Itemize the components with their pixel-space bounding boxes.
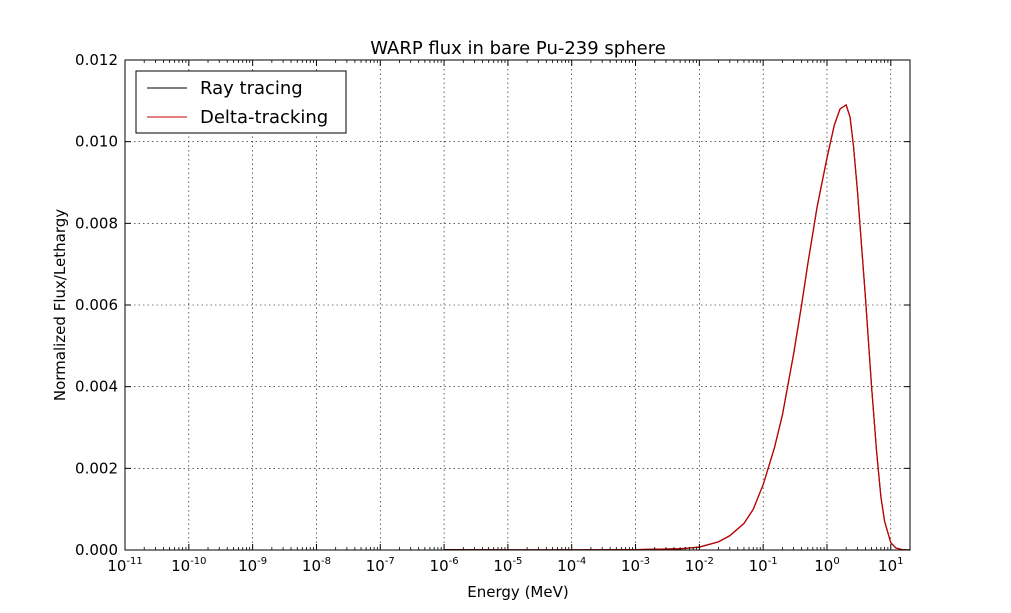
x-tick-label: 10-8 [302, 556, 331, 575]
x-tick-label: 10-11 [107, 556, 142, 575]
legend: Ray tracing Delta-tracking [135, 70, 347, 134]
legend-label-delta-tracking: Delta-tracking [200, 107, 328, 128]
x-tick-label: 10-3 [621, 556, 650, 575]
legend-label-ray-tracing: Ray tracing [200, 78, 303, 99]
x-tick-label: 10-7 [366, 556, 395, 575]
series-line-delta-tracking [444, 103, 911, 551]
x-tick-label: 10-4 [557, 556, 586, 575]
x-tick-label: 100 [814, 556, 839, 575]
x-tick-label: 10-6 [430, 556, 459, 575]
legend-box [135, 70, 347, 134]
y-tick-label: 0.008 [75, 214, 118, 232]
x-tick-label: 10-9 [238, 556, 267, 575]
series-layer [444, 103, 911, 551]
x-tick-label: 101 [878, 556, 903, 575]
y-tick-label: 0.004 [75, 378, 118, 396]
x-tick-label: 10-5 [493, 556, 522, 575]
chart-title: WARP flux in bare Pu-239 sphere [370, 38, 666, 59]
x-tick-label: 10-10 [171, 556, 206, 575]
y-tick-label: 0.000 [75, 541, 118, 559]
axis-ticks: 10-11 10-10 10-9 10-8 10-7 10-6 10-5 10-4 10-3 10… [75, 51, 911, 575]
x-tick-label: 10-2 [685, 556, 714, 575]
y-tick-label: 0.012 [75, 51, 118, 69]
y-tick-label: 0.002 [75, 459, 118, 477]
y-tick-label: 0.006 [75, 296, 118, 314]
y-axis-title: Normalized Flux/Lethargy [51, 209, 69, 401]
x-axis-title: Energy (MeV) [467, 583, 568, 601]
series-line-ray-tracing [444, 103, 911, 551]
y-tick-label: 0.010 [75, 133, 118, 151]
x-tick-label: 10-1 [749, 556, 778, 575]
grid-lines [124, 60, 910, 550]
